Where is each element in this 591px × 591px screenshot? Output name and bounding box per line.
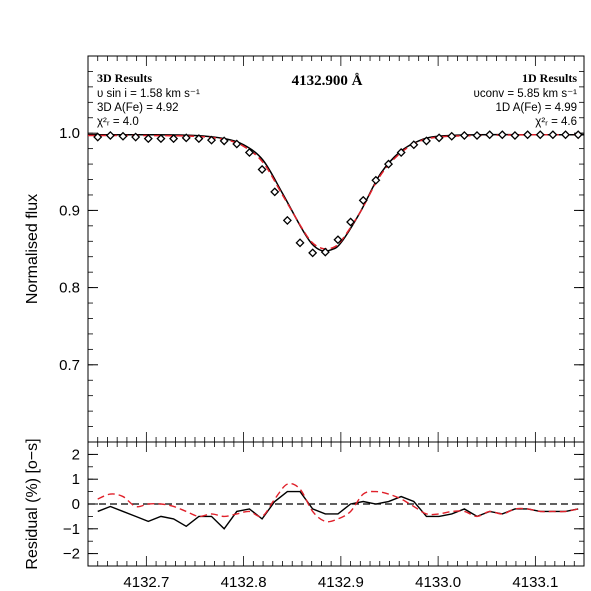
right-annotation-abundance: 1D A(Fe) = 4.99 xyxy=(496,102,578,114)
observed-point xyxy=(143,134,153,144)
observed-point xyxy=(497,130,507,140)
residual-lines xyxy=(97,482,579,530)
left-annotation-heading: 3D Results xyxy=(97,71,152,85)
right-annotation-chi2: χ²ᵣ = 4.6 xyxy=(535,116,577,128)
observed-point xyxy=(472,130,482,141)
residual-y-tick-label: 0 xyxy=(72,496,80,513)
main-y-tick-label: 0.9 xyxy=(59,202,80,219)
observed-point xyxy=(510,130,520,141)
observed-point xyxy=(535,130,545,140)
observed-point xyxy=(105,130,115,141)
residual-y-tick-label: 1 xyxy=(72,471,80,488)
observed-point xyxy=(346,217,356,227)
residual-x-tick-label: 4132.9 xyxy=(318,574,364,591)
observed-point xyxy=(131,132,141,142)
observed-point xyxy=(434,133,444,143)
observed-point xyxy=(295,238,305,248)
left-annotation-abundance: 3D A(Fe) = 4.92 xyxy=(97,102,179,114)
residual-x-ticks: 4132.7 4132.8 4132.9 4133.0 4133.1 xyxy=(97,442,585,591)
left-annotation-chi2: χ²ᵣ = 4.0 xyxy=(97,116,139,128)
main-model-lines xyxy=(87,133,585,252)
observed-point xyxy=(371,175,381,185)
main-y-tick-label: 0.8 xyxy=(59,280,80,297)
main-y-tick-label: 0.7 xyxy=(59,357,80,374)
residual-y-tick-label: −1 xyxy=(63,521,80,538)
observed-point xyxy=(447,131,457,141)
residual-y-ticks: −2 −1 0 1 2 xyxy=(63,441,584,567)
observed-point xyxy=(194,134,204,144)
observed-point xyxy=(282,215,292,225)
observed-point xyxy=(232,139,242,149)
observed-point xyxy=(485,130,495,140)
residual-3d-line xyxy=(97,490,579,530)
residual-y-tick-label: 2 xyxy=(72,446,80,463)
observed-point xyxy=(118,131,128,141)
observed-point xyxy=(219,136,229,146)
observed-point xyxy=(523,130,533,140)
left-annotation-vsini: υ sin i = 1.58 km s⁻¹ xyxy=(97,88,200,100)
observed-point xyxy=(548,130,558,140)
observed-point xyxy=(244,147,254,158)
right-annotation-vconv: υconv = 5.85 km s⁻¹ xyxy=(474,88,578,100)
observed-point xyxy=(421,136,431,146)
chart-title: 4132.900 Å xyxy=(292,73,363,89)
residual-x-tick-label: 4132.7 xyxy=(123,574,169,591)
observed-point xyxy=(383,159,394,169)
model-3d-line xyxy=(87,133,584,252)
right-annotation-heading: 1D Results xyxy=(522,71,577,85)
main-x-ticks xyxy=(97,56,585,442)
main-y-axis-label: Normalised flux xyxy=(24,194,41,304)
main-y-tick-label: 1.0 xyxy=(59,125,80,142)
observed-point xyxy=(181,133,191,143)
observed-point xyxy=(93,132,103,142)
observed-point xyxy=(169,134,179,144)
residual-x-tick-label: 4133.1 xyxy=(512,574,558,591)
observed-point xyxy=(308,248,318,258)
observed-point xyxy=(257,164,267,175)
observed-point xyxy=(320,247,330,257)
observed-point xyxy=(396,147,406,158)
residual-y-tick-label: −2 xyxy=(63,546,80,563)
observed-point xyxy=(206,135,217,145)
observed-point xyxy=(409,140,419,150)
observed-point xyxy=(333,235,343,245)
residual-y-axis-label: Residual (%) [o−s] xyxy=(24,438,41,569)
model-1d-line xyxy=(87,133,585,250)
observed-point xyxy=(459,130,469,141)
observed-point xyxy=(156,134,166,144)
observed-point xyxy=(270,187,280,197)
observed-point xyxy=(358,195,368,205)
observed-point xyxy=(573,130,583,140)
residual-1d-line xyxy=(97,482,579,523)
residual-x-tick-label: 4133.0 xyxy=(415,574,461,591)
residual-x-tick-label: 4132.8 xyxy=(221,574,267,591)
observed-points xyxy=(93,130,583,258)
main-y-ticks: 0.7 0.8 0.9 1.0 xyxy=(59,55,584,443)
observed-point xyxy=(561,130,571,140)
